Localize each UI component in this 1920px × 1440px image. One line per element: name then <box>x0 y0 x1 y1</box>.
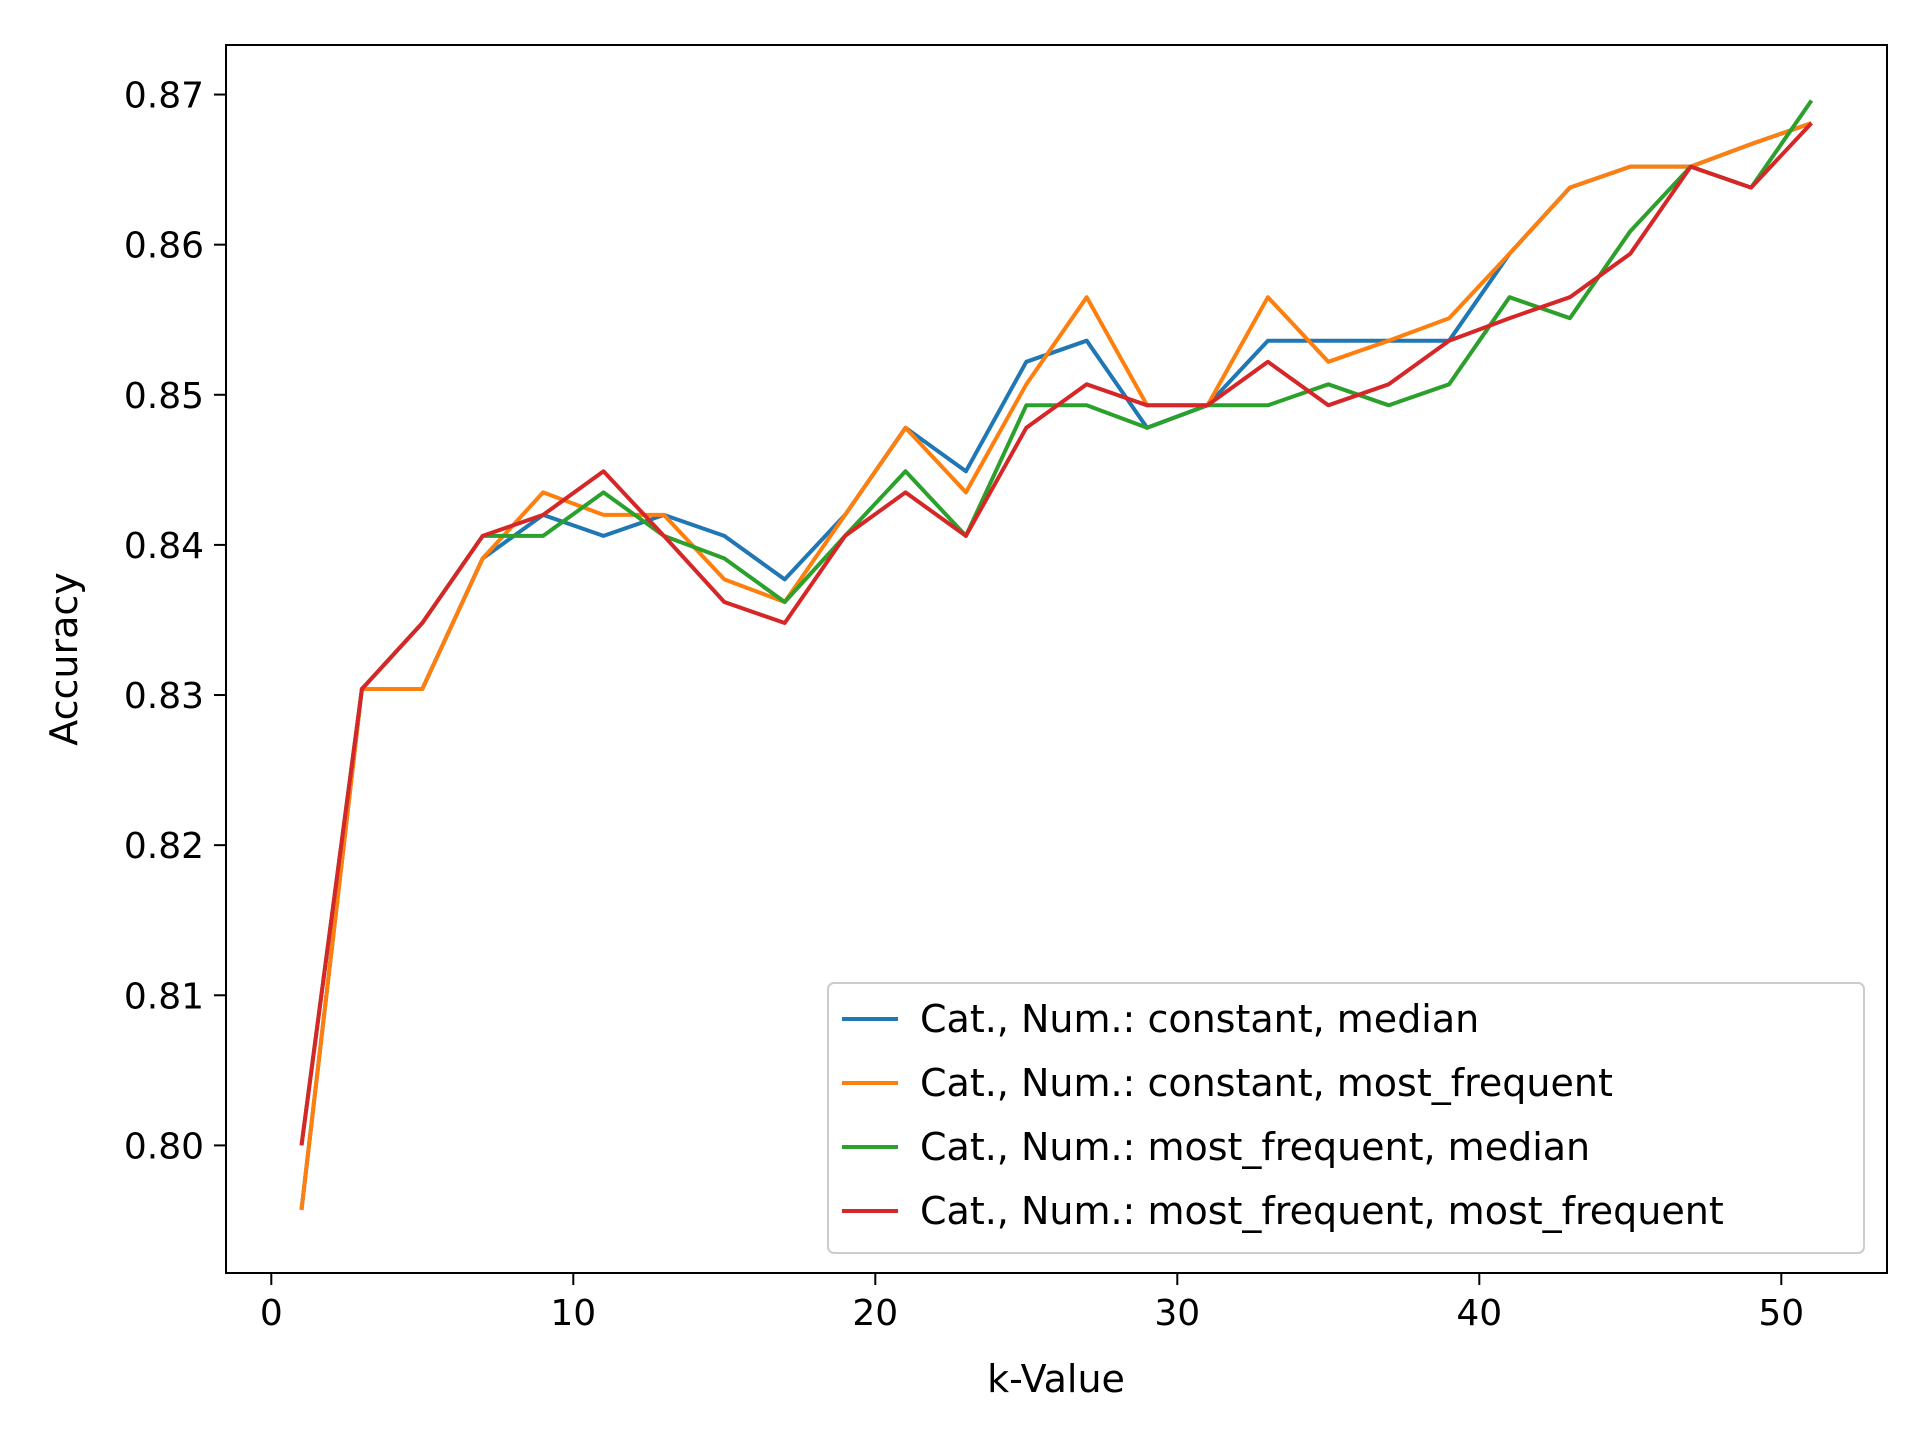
y-tick-label: 0.81 <box>124 976 204 1017</box>
legend-label-4: Cat., Num.: most_frequent, most_frequent <box>920 1189 1724 1233</box>
legend-box <box>827 982 1865 1254</box>
legend: Cat., Num.: constant, median Cat., Num.: … <box>827 982 1865 1254</box>
x-tick-label: 50 <box>1758 1293 1804 1334</box>
y-tick-label: 0.82 <box>124 826 204 867</box>
y-tick-label: 0.86 <box>124 226 204 267</box>
y-tick-label: 0.85 <box>124 376 204 417</box>
legend-label-3: Cat., Num.: most_frequent, median <box>920 1125 1590 1169</box>
y-axis: 0.80 0.81 0.82 0.83 0.84 0.85 0.86 0.87 <box>124 76 226 1167</box>
x-axis-label: k-Value <box>987 1357 1125 1401</box>
x-axis: 0 10 20 30 40 50 <box>260 1273 1804 1334</box>
x-tick-label: 30 <box>1154 1293 1200 1334</box>
legend-label-1: Cat., Num.: constant, median <box>920 997 1479 1041</box>
x-tick-label: 0 <box>260 1293 283 1334</box>
series-line-4 <box>299 121 1813 1146</box>
x-tick-label: 10 <box>550 1293 596 1334</box>
y-tick-label: 0.87 <box>124 76 204 117</box>
x-tick-label: 40 <box>1456 1293 1502 1334</box>
y-tick-label: 0.83 <box>124 676 204 717</box>
y-tick-label: 0.84 <box>124 526 204 567</box>
y-axis-label: Accuracy <box>42 572 86 746</box>
x-tick-label: 20 <box>852 1293 898 1334</box>
series-layer <box>299 99 1814 1211</box>
legend-label-2: Cat., Num.: constant, most_frequent <box>920 1061 1613 1105</box>
y-tick-label: 0.80 <box>124 1126 204 1167</box>
plot-frame <box>225 44 1888 1274</box>
series-line-2 <box>299 121 1813 1211</box>
